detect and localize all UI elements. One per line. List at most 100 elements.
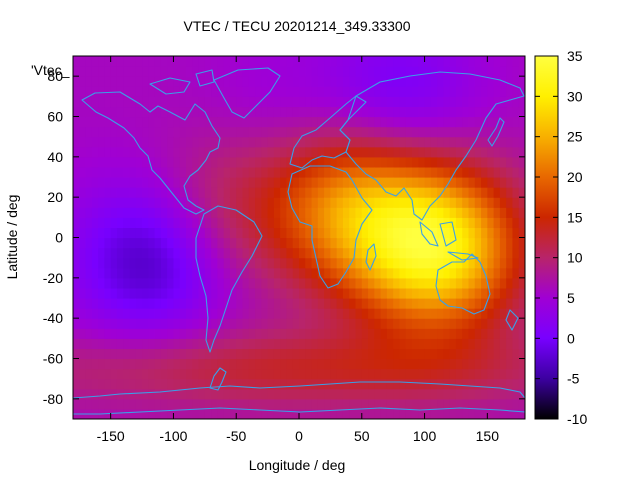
heatmap-cell [85, 318, 93, 329]
heatmap-cell [336, 217, 344, 229]
heatmap-cell [79, 328, 87, 339]
heatmap-cell [186, 267, 193, 279]
heatmap-cell [292, 358, 300, 370]
heatmap-cell [280, 287, 288, 299]
heatmap-cell [499, 358, 507, 370]
heatmap-cell [267, 217, 275, 229]
heatmap-cell [487, 348, 495, 360]
heatmap-cell [173, 267, 181, 279]
heatmap-cell [179, 146, 187, 158]
heatmap-cell [317, 398, 325, 410]
heatmap-cell [186, 358, 193, 370]
heatmap-cell [242, 106, 250, 118]
heatmap-cell [229, 227, 237, 239]
heatmap-cell [198, 197, 206, 208]
heatmap-cell [236, 56, 244, 67]
heatmap-cell [393, 318, 401, 329]
heatmap-cell [98, 197, 105, 208]
heatmap-cell [79, 247, 87, 259]
heatmap-cell [217, 156, 225, 168]
heatmap-cell [217, 66, 225, 77]
heatmap-cell [179, 358, 187, 370]
heatmap-cell [85, 96, 93, 108]
heatmap-cell [342, 287, 350, 299]
heatmap-cell [261, 328, 269, 339]
heatmap-cell [292, 318, 300, 329]
heatmap-cell [91, 66, 99, 77]
heatmap-cell [98, 247, 105, 259]
heatmap-cell [430, 146, 438, 158]
heatmap-cell [380, 368, 388, 380]
heatmap-cell [73, 257, 80, 269]
heatmap-cell [242, 166, 250, 178]
heatmap-cell [236, 126, 244, 138]
heatmap-cell [342, 56, 350, 67]
heatmap-cell [336, 277, 344, 289]
heatmap-cell [292, 56, 300, 67]
heatmap-cell [267, 146, 275, 158]
heatmap-cell [355, 96, 363, 108]
heatmap-cell [198, 86, 206, 97]
heatmap-cell [186, 338, 193, 350]
heatmap-cell [412, 378, 419, 390]
heatmap-cell [430, 66, 438, 77]
x-tick-label: 150 [476, 428, 500, 444]
heatmap-cell [330, 358, 338, 370]
heatmap-cell [104, 237, 112, 249]
heatmap-cell [299, 398, 306, 410]
heatmap-cell [493, 348, 501, 360]
heatmap-cell [468, 338, 476, 350]
heatmap-cell [299, 106, 306, 118]
heatmap-cell [167, 146, 175, 158]
heatmap-cell [167, 328, 175, 339]
heatmap-cell [324, 277, 331, 289]
heatmap-cell [399, 217, 407, 229]
heatmap-cell [405, 126, 413, 138]
heatmap-cell [229, 56, 237, 67]
heatmap-cell [104, 277, 112, 289]
heatmap-cell [499, 308, 507, 319]
heatmap-cell [211, 136, 218, 148]
heatmap-cell [424, 277, 432, 289]
heatmap-cell [474, 56, 482, 67]
heatmap-cell [85, 398, 93, 410]
heatmap-cell [204, 247, 212, 259]
heatmap-cell [286, 166, 294, 178]
heatmap-cell [443, 257, 451, 269]
heatmap-cell [211, 398, 218, 410]
heatmap-cell [311, 267, 319, 279]
heatmap-cell [506, 56, 514, 67]
heatmap-cell [506, 257, 514, 269]
heatmap-cell [324, 136, 331, 148]
heatmap-cell [286, 308, 294, 319]
heatmap-cell [305, 378, 313, 390]
heatmap-cell [160, 187, 168, 198]
heatmap-cell [91, 76, 99, 87]
heatmap-cell [192, 328, 200, 339]
heatmap-cell [192, 348, 200, 360]
heatmap-cell [179, 308, 187, 319]
heatmap-cell [361, 56, 369, 67]
heatmap-cell [493, 177, 501, 188]
heatmap-cell [430, 328, 438, 339]
heatmap-cell [179, 388, 187, 400]
heatmap-cell [380, 126, 388, 138]
heatmap-cell [104, 328, 112, 339]
heatmap-cell [217, 277, 225, 289]
heatmap-cell [160, 136, 168, 148]
heatmap-cell [98, 338, 105, 350]
heatmap-cell [129, 207, 137, 218]
heatmap-cell [273, 378, 281, 390]
heatmap-cell [487, 86, 495, 97]
heatmap-cell [311, 197, 319, 208]
heatmap-cell [455, 217, 463, 229]
heatmap-cell [267, 56, 275, 67]
heatmap-cell [430, 308, 438, 319]
heatmap-cell [154, 106, 162, 118]
heatmap-cell [129, 348, 137, 360]
heatmap-cell [481, 166, 488, 178]
heatmap-cell [123, 408, 131, 419]
heatmap-cell [349, 86, 357, 97]
heatmap-cell [374, 197, 382, 208]
heatmap-cell [493, 328, 501, 339]
